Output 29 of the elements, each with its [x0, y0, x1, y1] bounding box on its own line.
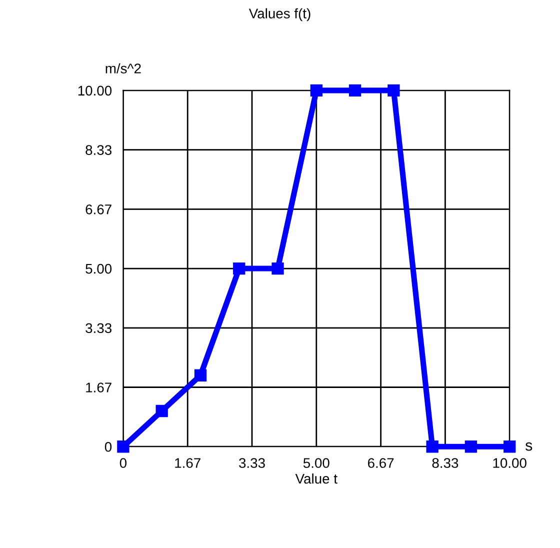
y-tick-label: 3.33: [86, 323, 112, 334]
point: [233, 262, 246, 275]
point: [310, 84, 322, 96]
point: [272, 262, 284, 275]
point: [194, 369, 207, 382]
y-tick-label: 10.00: [78, 86, 112, 96]
y-tick-label: 0: [104, 442, 112, 452]
y-tick-label: 8.33: [86, 145, 112, 155]
x-tick-label: 5.00: [303, 458, 330, 468]
point: [426, 440, 438, 453]
chart-title: Values f(t): [248, 8, 310, 22]
y-tick-label: 5.00: [86, 264, 112, 274]
x-tick-label: 10.00: [493, 458, 526, 468]
y-axis-title: m/s^2: [106, 63, 141, 74]
point: [156, 404, 168, 418]
x-tick-label: 6.67: [368, 458, 394, 468]
x-tick-label: 8.33: [432, 458, 458, 468]
point: [464, 440, 478, 453]
point: [117, 440, 130, 453]
point: [348, 84, 362, 96]
x-tick-label: 3.33: [239, 458, 265, 468]
x-tick-label: 0: [120, 458, 127, 468]
x-axis-title: Value t: [295, 473, 338, 484]
text: s: [525, 442, 532, 451]
x-tick-label: 1.67: [175, 458, 200, 468]
y-tick-label: 1.67: [86, 382, 112, 392]
y-tick-label: 6.67: [86, 204, 112, 214]
point: [504, 440, 516, 453]
point: [388, 84, 400, 96]
